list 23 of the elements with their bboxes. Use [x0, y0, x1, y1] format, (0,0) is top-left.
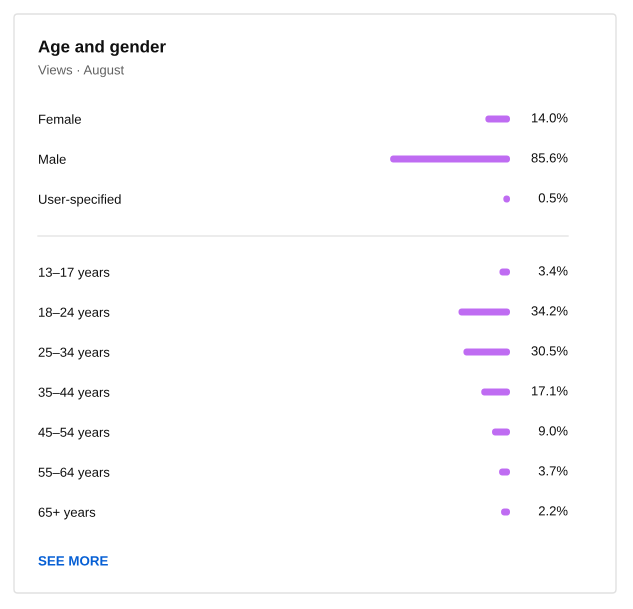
data-label: 3.7%	[538, 466, 568, 476]
y-tick-label: 35–44 years	[38, 388, 110, 400]
y-tick-label: User-specified	[39, 194, 121, 206]
text: Age and gender	[38, 40, 166, 56]
text: Views · August	[38, 64, 124, 78]
y-tick-label: 55–64 years	[38, 468, 110, 480]
y-tick-label: Male	[39, 154, 66, 164]
y-tick-label: 18–24 years	[38, 308, 110, 320]
data-label: 85.6%	[532, 153, 568, 163]
y-tick-label: 13–17 years	[38, 268, 110, 280]
data-label: 17.1%	[532, 386, 568, 396]
data-label: 14.0%	[532, 113, 568, 123]
data-label: 34.2%	[531, 306, 568, 316]
y-tick-label: 25–34 years	[38, 348, 110, 360]
text: SEE MORE	[38, 556, 108, 566]
data-label: 30.5%	[531, 346, 568, 356]
y-tick-label: 65+ years	[38, 508, 96, 520]
data-label: 3.4%	[538, 266, 568, 276]
y-tick-label: 45–54 years	[38, 428, 110, 440]
data-label: 2.2%	[538, 506, 568, 516]
data-label: 9.0%	[538, 426, 568, 436]
data-label: 0.5%	[538, 193, 568, 203]
y-tick-label: Female	[39, 114, 81, 124]
